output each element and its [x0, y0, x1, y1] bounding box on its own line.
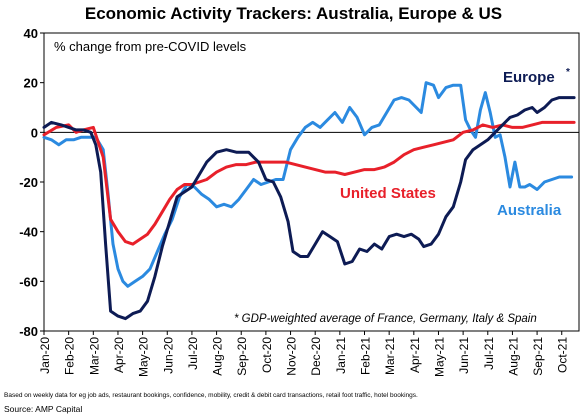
chart-labels: % change from pre-COVID levels Europe * Uni… — [54, 39, 570, 325]
x-tick-label: Dec-20 — [309, 337, 323, 376]
y-tick-label: 0 — [31, 125, 38, 140]
x-tick-label: Jun-21 — [457, 337, 471, 374]
x-tick-label: Aug-20 — [211, 337, 225, 376]
x-tick-label: Feb-20 — [63, 337, 77, 375]
europe-line — [42, 96, 576, 321]
x-tick-label: Mar-21 — [383, 337, 397, 375]
x-tick-label: Jul-20 — [186, 337, 200, 370]
y-tick-label: 20 — [24, 76, 38, 91]
x-tick-label: Jul-21 — [482, 337, 496, 370]
series-label-europe-asterisk: * — [566, 67, 570, 78]
series-label-australia: Australia — [497, 202, 562, 219]
series-label-united-states: United States — [340, 185, 436, 202]
x-tick-label: Jun-20 — [161, 337, 175, 374]
chart-series — [42, 81, 576, 321]
y-tick-label: -80 — [19, 324, 38, 339]
x-tick-label: Mar-20 — [87, 337, 101, 375]
x-tick-label: Aug-21 — [506, 337, 520, 376]
x-tick-label: Sep-20 — [235, 337, 249, 376]
chart-annotation: * GDP-weighted average of France, German… — [234, 313, 537, 325]
y-tick-label: -20 — [19, 175, 38, 190]
x-tick-label: May-21 — [432, 337, 446, 377]
x-tick-label: May-20 — [137, 337, 151, 377]
y-tick-label: -60 — [19, 274, 38, 289]
y-tick-label: -40 — [19, 225, 38, 240]
x-tick-label: Oct-21 — [556, 337, 570, 373]
series-label-europe: Europe — [503, 69, 555, 86]
chart-title: Economic Activity Trackers: Australia, E… — [84, 4, 503, 23]
x-tick-label: Apr-21 — [408, 337, 422, 373]
x-tick-label: Jan-21 — [334, 337, 348, 374]
x-tick-label: Jan-20 — [38, 337, 52, 374]
x-tick-label: Sep-21 — [531, 337, 545, 376]
y-tick-label: 40 — [24, 26, 38, 41]
x-tick-label: Apr-20 — [112, 337, 126, 373]
x-tick-label: Oct-20 — [260, 337, 274, 373]
footnote: Based on weekly data for eg job ads, res… — [4, 392, 418, 399]
source-note: Source: AMP Capital — [4, 404, 83, 414]
chart-subtitle: % change from pre-COVID levels — [54, 39, 247, 54]
x-tick-label: Feb-21 — [359, 337, 373, 375]
united-states-line — [42, 120, 576, 246]
plot-frame — [43, 32, 580, 332]
x-tick-label: Nov-20 — [285, 337, 299, 376]
